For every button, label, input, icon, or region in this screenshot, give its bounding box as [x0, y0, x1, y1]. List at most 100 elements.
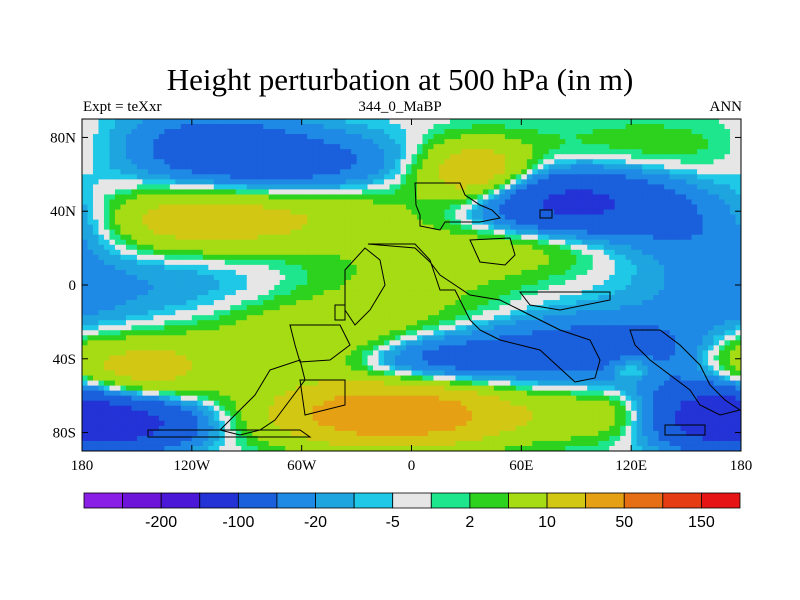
field-cell — [268, 159, 275, 165]
field-cell — [125, 320, 133, 326]
field-cell — [202, 224, 209, 231]
field-cell — [455, 124, 462, 130]
field-cell — [730, 320, 737, 326]
field-cell — [164, 144, 171, 150]
field-cell — [719, 239, 726, 246]
field-cell — [169, 249, 176, 256]
field-cell — [598, 315, 605, 321]
field-cell — [213, 244, 220, 251]
field-cell — [312, 234, 319, 241]
field-cell — [92, 129, 100, 135]
field-cell — [362, 219, 369, 226]
field-cell — [362, 174, 369, 180]
field-cell — [257, 264, 264, 271]
field-cell — [587, 290, 594, 296]
field-cell — [713, 199, 720, 206]
field-cell — [642, 249, 649, 256]
field-cell — [103, 279, 111, 286]
field-cell — [416, 209, 424, 216]
field-cell — [642, 259, 649, 266]
field-cell — [466, 325, 473, 331]
field-cell — [279, 184, 286, 191]
field-cell — [411, 119, 418, 125]
field-cell — [395, 295, 402, 301]
field-cell — [587, 259, 594, 266]
field-cell — [438, 274, 446, 281]
field-cell — [285, 154, 292, 160]
field-cell — [257, 259, 264, 266]
field-cell — [92, 154, 100, 160]
field-cell — [702, 164, 709, 170]
field-cell — [136, 274, 144, 281]
field-cell — [631, 164, 638, 170]
field-cell — [570, 300, 577, 306]
field-cell — [142, 305, 149, 311]
field-cell — [103, 315, 111, 321]
field-cell — [609, 119, 616, 125]
field-cell — [515, 285, 522, 291]
field-cell — [554, 244, 561, 251]
field-cell — [318, 254, 325, 261]
field-cell — [175, 320, 182, 326]
field-cell — [702, 229, 709, 236]
field-cell — [142, 224, 149, 231]
field-cell — [603, 274, 610, 281]
field-cell — [664, 149, 671, 155]
field-cell — [389, 204, 396, 211]
field-cell — [554, 119, 561, 125]
field-cell — [669, 274, 676, 281]
field-cell — [587, 199, 594, 206]
field-cell — [279, 264, 286, 271]
field-cell — [252, 269, 259, 276]
field-cell — [427, 169, 435, 175]
field-cell — [449, 254, 457, 261]
field-cell — [664, 214, 671, 221]
field-cell — [669, 149, 676, 155]
field-cell — [735, 239, 741, 246]
field-cell — [427, 279, 435, 286]
field-cell — [598, 279, 605, 286]
field-cell — [438, 320, 446, 326]
field-cell — [482, 305, 489, 311]
field-cell — [296, 159, 303, 165]
field-cell — [438, 315, 446, 321]
field-cell — [389, 139, 396, 145]
field-cell — [543, 264, 550, 271]
field-cell — [422, 259, 429, 266]
field-cell — [433, 179, 440, 185]
field-cell — [257, 279, 264, 286]
field-cell — [515, 224, 522, 231]
field-cell — [384, 285, 391, 291]
field-cell — [362, 305, 369, 311]
field-cell — [664, 194, 671, 201]
field-cell — [532, 204, 539, 211]
field-cell — [257, 234, 264, 241]
field-cell — [653, 320, 660, 326]
field-cell — [268, 174, 275, 180]
field-cell — [631, 295, 638, 301]
field-cell — [153, 300, 160, 306]
field-cell — [87, 169, 94, 175]
field-cell — [559, 320, 566, 326]
field-cell — [362, 204, 369, 211]
field-cell — [109, 134, 116, 140]
field-cell — [406, 129, 413, 135]
field-cell — [197, 174, 204, 180]
field-cell — [208, 269, 215, 276]
field-cell — [340, 179, 347, 185]
field-cell — [323, 254, 330, 261]
field-cell — [82, 154, 89, 160]
field-cell — [131, 264, 138, 271]
field-cell — [142, 310, 149, 316]
field-cell — [411, 189, 418, 196]
field-cell — [329, 279, 336, 286]
field-cell — [554, 169, 561, 175]
field-cell — [257, 310, 264, 316]
field-cell — [164, 264, 171, 271]
field-cell — [422, 315, 429, 321]
field-cell — [713, 229, 720, 236]
field-cell — [543, 204, 550, 211]
field-cell — [581, 154, 588, 160]
field-cell — [191, 239, 198, 246]
field-cell — [312, 274, 319, 281]
